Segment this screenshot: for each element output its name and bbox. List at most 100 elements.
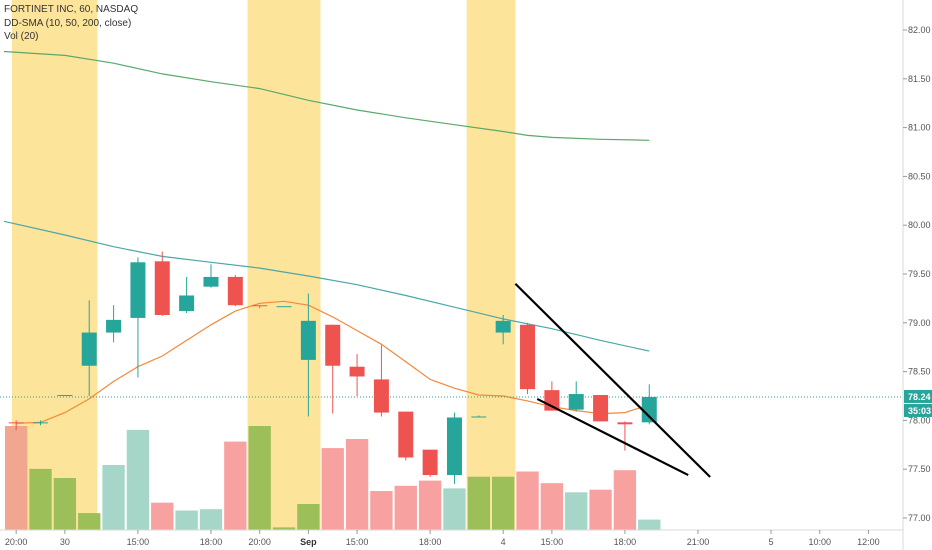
candle-body <box>154 261 170 315</box>
candle-body <box>57 395 73 397</box>
candle-body <box>373 379 389 413</box>
volume-bar <box>126 429 150 530</box>
candle-body <box>593 395 609 422</box>
countdown-label: 35:03 <box>908 406 931 416</box>
candle-body <box>203 276 219 287</box>
y-tick-label: 80.00 <box>908 220 931 230</box>
candle-body <box>252 305 268 307</box>
volume-bar <box>394 485 417 530</box>
volume-bar <box>443 488 466 530</box>
candle-body <box>641 396 657 423</box>
candle-body <box>446 417 462 476</box>
trendlines <box>514 282 711 478</box>
candle-body <box>8 422 24 424</box>
candle-body <box>520 324 536 390</box>
sma-200-line <box>3 50 650 141</box>
countdown-tag <box>904 403 932 417</box>
candle-body <box>130 262 146 318</box>
candle-body <box>33 422 49 424</box>
sma-legend-line[interactable]: DD-SMA (10, 50, 200, close) <box>4 17 132 29</box>
volume-bar <box>53 478 77 530</box>
volume-bar <box>345 439 369 530</box>
y-tick-label: 81.00 <box>908 123 931 133</box>
volume-bar <box>272 527 296 530</box>
volume-bar <box>5 426 28 530</box>
candle-body <box>398 411 414 458</box>
volume-bar <box>199 509 223 530</box>
price-tags: 78.24 35:03 <box>904 389 932 417</box>
volume-bar <box>248 426 271 530</box>
x-tick-label: 30 <box>60 537 70 547</box>
volume-bar <box>613 470 637 530</box>
y-tick-label: 81.50 <box>908 74 931 84</box>
sma-50-line <box>3 220 650 352</box>
volume-bar <box>29 468 52 530</box>
y-tick-label: 79.50 <box>908 269 931 279</box>
volume-bar <box>224 441 247 530</box>
x-tick-label: 18:00 <box>200 537 223 547</box>
candle-body <box>227 276 243 306</box>
volume-bar <box>102 465 125 530</box>
sma-10-line <box>16 300 650 424</box>
highlight-band <box>466 0 516 530</box>
volume-bar <box>638 519 661 530</box>
x-tick-label: 20:00 <box>5 537 28 547</box>
volume-bar <box>467 476 490 530</box>
volume-bar <box>297 504 320 530</box>
candle-body <box>276 306 292 308</box>
candle-body <box>325 324 341 366</box>
last-price-tag <box>904 389 932 403</box>
volume-bar <box>151 502 174 530</box>
x-tick-label: 5 <box>769 537 774 547</box>
volume-bars <box>5 426 661 530</box>
candle-body <box>422 449 438 476</box>
moving-average-lines <box>3 50 650 424</box>
trendline <box>514 282 711 478</box>
x-tick-label: 21:00 <box>687 537 710 547</box>
candle-body <box>544 390 560 411</box>
volume-bar <box>516 471 539 530</box>
volume-bar <box>540 483 564 530</box>
x-tick-label: 10:00 <box>808 537 831 547</box>
trendline <box>536 397 689 477</box>
x-tick-label: 4 <box>501 537 506 547</box>
candle-body <box>300 320 316 360</box>
y-tick-label: 77.00 <box>908 513 931 523</box>
y-tick-label: 78.00 <box>908 415 931 425</box>
volume-bar <box>492 476 515 530</box>
y-tick-label: 80.50 <box>908 171 931 181</box>
x-tick-label: Sep <box>300 537 317 547</box>
candle-body <box>568 394 584 410</box>
chart-legend: FORTINET INC, 60, NASDAQ DD-SMA (10, 50,… <box>4 3 138 44</box>
x-tick-label: 18:00 <box>614 537 637 547</box>
candle-body <box>471 416 487 418</box>
y-tick-label: 79.00 <box>908 318 931 328</box>
y-tick-label: 78.50 <box>908 367 931 377</box>
y-tick-label: 77.50 <box>908 464 931 474</box>
candle-body <box>106 319 122 333</box>
x-tick-label: 15:00 <box>127 537 150 547</box>
candles <box>8 251 657 484</box>
volume-bar <box>321 448 344 530</box>
symbol-legend-line[interactable]: FORTINET INC, 60, NASDAQ <box>4 4 139 15</box>
x-tick-label: 12:00 <box>857 537 880 547</box>
candle-body <box>617 422 633 425</box>
x-tick-label: 18:00 <box>419 537 442 547</box>
x-tick-label: 15:00 <box>346 537 369 547</box>
y-tick-label: 82.00 <box>908 25 931 35</box>
candle-body <box>349 366 365 377</box>
volume-bar <box>370 491 393 530</box>
x-tick-label: 15:00 <box>541 537 564 547</box>
candle-body <box>81 332 97 366</box>
volume-bar <box>565 492 588 530</box>
volume-bar <box>418 480 442 530</box>
candle-body <box>179 295 195 312</box>
volume-bar <box>78 513 101 530</box>
volume-bar <box>175 510 198 530</box>
volume-bar <box>589 489 612 530</box>
last-price-label: 78.24 <box>908 392 931 402</box>
volume-legend-line[interactable]: Vol (20) <box>4 31 39 42</box>
candle-body <box>495 320 511 333</box>
